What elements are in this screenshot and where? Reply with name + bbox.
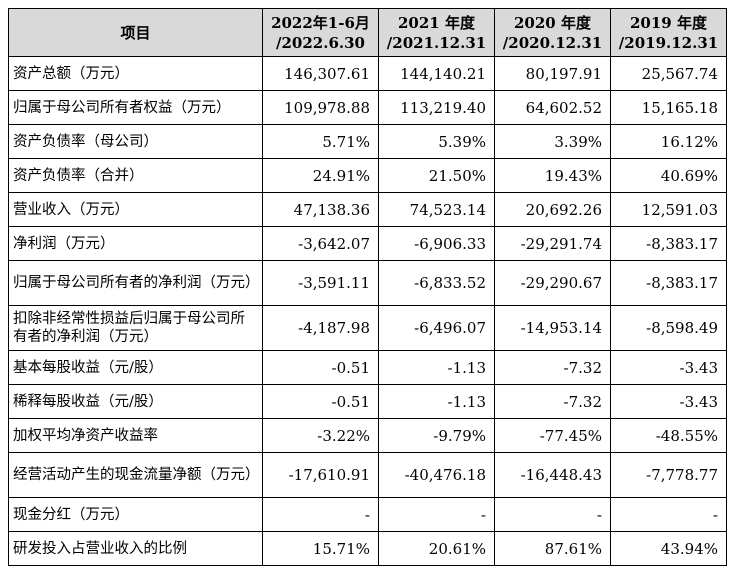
cell-value: - [494, 497, 611, 532]
cell-value: 47,138.36 [262, 192, 379, 227]
row-label: 营业收入（万元） [8, 192, 263, 227]
cell-value: 19.43% [494, 158, 611, 193]
row-label: 研发投入占营业收入的比例 [8, 531, 263, 566]
table-row: 基本每股收益（元/股） -0.51 -1.13 -7.32 -3.43 [8, 350, 727, 385]
cell-value: 80,197.91 [494, 56, 611, 91]
table-row: 归属于母公司所有者的净利润（万元） -3,591.11 -6,833.52 -2… [8, 260, 727, 306]
cell-value: -17,610.91 [262, 452, 379, 498]
cell-value: 5.71% [262, 124, 379, 159]
cell-value: 15.71% [262, 531, 379, 566]
cell-value: 43.94% [610, 531, 727, 566]
cell-value: -1.13 [378, 384, 495, 419]
cell-value: -8,598.49 [610, 305, 727, 351]
cell-value: 40.69% [610, 158, 727, 193]
table-row: 资产总额（万元） 146,307.61 144,140.21 80,197.91… [8, 56, 727, 91]
table-row: 研发投入占营业收入的比例 15.71% 20.61% 87.61% 43.94% [8, 531, 727, 566]
cell-value: -40,476.18 [378, 452, 495, 498]
cell-value: 87.61% [494, 531, 611, 566]
cell-value: 146,307.61 [262, 56, 379, 91]
cell-value: -16,448.43 [494, 452, 611, 498]
cell-value: - [378, 497, 495, 532]
cell-value: 21.50% [378, 158, 495, 193]
header-period-2021: 2021 年度/2021.12.31 [378, 8, 495, 57]
cell-value: - [610, 497, 727, 532]
row-label: 资产总额（万元） [8, 56, 263, 91]
cell-value: -77.45% [494, 418, 611, 453]
header-period-2022h1: 2022年1-6月/2022.6.30 [262, 8, 379, 57]
row-label: 扣除非经常性损益后归属于母公司所有者的净利润（万元） [8, 305, 263, 351]
cell-value: 20,692.26 [494, 192, 611, 227]
cell-value: -48.55% [610, 418, 727, 453]
cell-value: 74,523.14 [378, 192, 495, 227]
cell-value: -3.43 [610, 350, 727, 385]
cell-value: -3.43 [610, 384, 727, 419]
table-row: 资产负债率（合并） 24.91% 21.50% 19.43% 40.69% [8, 158, 727, 193]
row-label: 资产负债率（母公司） [8, 124, 263, 159]
table-row: 资产负债率（母公司） 5.71% 5.39% 3.39% 16.12% [8, 124, 727, 159]
table-row: 扣除非经常性损益后归属于母公司所有者的净利润（万元） -4,187.98 -6,… [8, 305, 727, 351]
table-row: 归属于母公司所有者权益（万元） 109,978.88 113,219.40 64… [8, 90, 727, 125]
cell-value: 24.91% [262, 158, 379, 193]
table-row: 加权平均净资产收益率 -3.22% -9.79% -77.45% -48.55% [8, 418, 727, 453]
cell-value: -4,187.98 [262, 305, 379, 351]
header-item: 项目 [8, 8, 263, 57]
cell-value: -6,906.33 [378, 226, 495, 261]
cell-value: -6,833.52 [378, 260, 495, 306]
table-row: 稀释每股收益（元/股） -0.51 -1.13 -7.32 -3.43 [8, 384, 727, 419]
row-label: 净利润（万元） [8, 226, 263, 261]
cell-value: 16.12% [610, 124, 727, 159]
cell-value: 15,165.18 [610, 90, 727, 125]
cell-value: - [262, 497, 379, 532]
cell-value: 3.39% [494, 124, 611, 159]
cell-value: -7,778.77 [610, 452, 727, 498]
table-row: 净利润（万元） -3,642.07 -6,906.33 -29,291.74 -… [8, 226, 727, 261]
cell-value: -9.79% [378, 418, 495, 453]
row-label: 经营活动产生的现金流量净额（万元） [8, 452, 263, 498]
row-label: 归属于母公司所有者的净利润（万元） [8, 260, 263, 306]
cell-value: 144,140.21 [378, 56, 495, 91]
cell-value: -3.22% [262, 418, 379, 453]
cell-value: -7.32 [494, 350, 611, 385]
cell-value: -8,383.17 [610, 226, 727, 261]
row-label: 归属于母公司所有者权益（万元） [8, 90, 263, 125]
cell-value: 109,978.88 [262, 90, 379, 125]
cell-value: -1.13 [378, 350, 495, 385]
cell-value: -6,496.07 [378, 305, 495, 351]
table-row: 现金分红（万元） - - - - [8, 497, 727, 532]
table-row: 经营活动产生的现金流量净额（万元） -17,610.91 -40,476.18 … [8, 452, 727, 498]
financial-summary-table: 项目 2022年1-6月/2022.6.30 2021 年度/2021.12.3… [8, 8, 727, 566]
table-row: 营业收入（万元） 47,138.36 74,523.14 20,692.26 1… [8, 192, 727, 227]
cell-value: -14,953.14 [494, 305, 611, 351]
cell-value: 12,591.03 [610, 192, 727, 227]
cell-value: 20.61% [378, 531, 495, 566]
cell-value: -29,290.67 [494, 260, 611, 306]
cell-value: -8,383.17 [610, 260, 727, 306]
cell-value: -0.51 [262, 350, 379, 385]
row-label: 现金分红（万元） [8, 497, 263, 532]
cell-value: 113,219.40 [378, 90, 495, 125]
row-label: 稀释每股收益（元/股） [8, 384, 263, 419]
cell-value: -0.51 [262, 384, 379, 419]
row-label: 资产负债率（合并） [8, 158, 263, 193]
cell-value: -3,591.11 [262, 260, 379, 306]
cell-value: 5.39% [378, 124, 495, 159]
header-period-2019: 2019 年度/2019.12.31 [610, 8, 727, 57]
header-period-2020: 2020 年度/2020.12.31 [494, 8, 611, 57]
cell-value: -3,642.07 [262, 226, 379, 261]
cell-value: 64,602.52 [494, 90, 611, 125]
row-label: 基本每股收益（元/股） [8, 350, 263, 385]
header-row: 项目 2022年1-6月/2022.6.30 2021 年度/2021.12.3… [8, 8, 727, 57]
row-label: 加权平均净资产收益率 [8, 418, 263, 453]
cell-value: -7.32 [494, 384, 611, 419]
cell-value: 25,567.74 [610, 56, 727, 91]
cell-value: -29,291.74 [494, 226, 611, 261]
